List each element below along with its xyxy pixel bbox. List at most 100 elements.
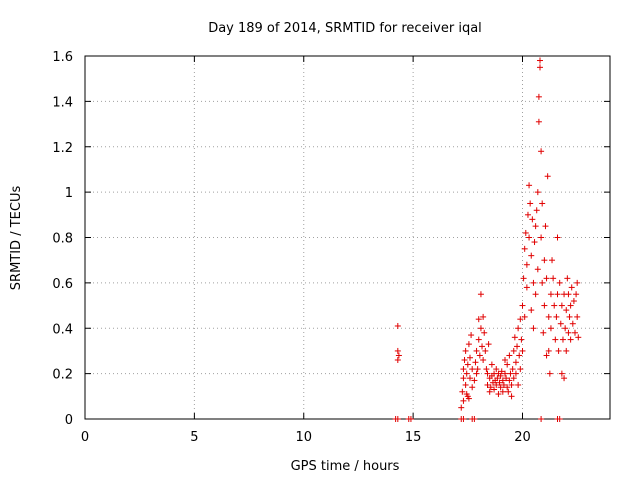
data-point (497, 372, 504, 379)
data-point (572, 329, 578, 336)
data-point (570, 298, 577, 305)
data-point (460, 375, 467, 382)
data-point (520, 275, 527, 282)
data-point (395, 352, 402, 359)
data-point (473, 347, 480, 354)
data-point (543, 275, 550, 282)
data-point (499, 388, 506, 395)
data-point (519, 347, 526, 354)
data-point (526, 182, 533, 189)
data-point (559, 336, 566, 343)
data-point (556, 279, 563, 286)
data-point (485, 341, 492, 348)
data-point (526, 234, 533, 241)
data-point (462, 347, 469, 354)
data-point (515, 381, 522, 388)
data-point (530, 325, 537, 332)
data-point (480, 313, 487, 320)
data-point (537, 64, 543, 71)
data-point (477, 291, 484, 298)
data-point (541, 257, 548, 264)
data-point (519, 302, 526, 309)
data-point (561, 375, 568, 382)
data-point (507, 370, 514, 377)
data-point (517, 366, 524, 373)
y-tick-label: 0 (65, 413, 73, 428)
x-tick-label: 0 (81, 430, 89, 445)
data-point (574, 313, 581, 320)
y-tick-label: 0.8 (52, 232, 73, 247)
data-point (461, 357, 468, 364)
data-point (535, 118, 542, 125)
data-point (502, 370, 508, 377)
data-point (467, 354, 473, 361)
data-point (545, 313, 552, 320)
data-point (491, 386, 498, 393)
data-point (493, 366, 500, 373)
data-point (569, 320, 576, 327)
data-point (562, 325, 569, 332)
data-point (516, 352, 523, 359)
data-point (524, 211, 531, 218)
data-point (474, 366, 481, 373)
data-point (521, 313, 528, 320)
data-point (566, 313, 573, 320)
x-tick-label: 15 (405, 430, 422, 445)
data-point (471, 377, 478, 384)
data-point (527, 200, 534, 207)
data-point (483, 366, 490, 373)
data-point (468, 332, 475, 339)
data-point (506, 377, 513, 384)
data-point (530, 279, 537, 286)
data-point (497, 384, 504, 391)
data-point (554, 234, 561, 241)
data-point (554, 291, 561, 298)
data-point (534, 266, 541, 273)
data-point (532, 223, 539, 230)
data-point (538, 234, 545, 241)
data-point (505, 388, 512, 395)
data-point (508, 393, 515, 400)
data-point (564, 275, 571, 282)
data-point (407, 416, 414, 422)
data-point (476, 352, 483, 359)
data-point (532, 291, 539, 298)
data-point (394, 347, 401, 354)
y-tick-label: 1.6 (52, 50, 73, 65)
grid-lines (85, 56, 610, 419)
data-point (510, 375, 517, 382)
data-point (509, 366, 516, 373)
y-tick-label: 1.4 (52, 95, 73, 110)
data-point (565, 291, 572, 298)
data-point (394, 416, 401, 422)
data-point (394, 357, 401, 364)
data-point (550, 275, 557, 282)
data-point (573, 291, 580, 298)
axis-ticks (84, 55, 610, 420)
data-point (465, 341, 472, 348)
data-point (487, 384, 494, 391)
data-point (553, 313, 560, 320)
data-point (488, 361, 495, 368)
data-point (558, 370, 565, 377)
data-point (542, 223, 549, 230)
data-point (538, 416, 545, 422)
y-tick-label: 0.4 (52, 322, 73, 337)
data-point (500, 381, 507, 388)
data-point (523, 261, 530, 268)
data-point (496, 379, 503, 386)
data-point (531, 239, 538, 246)
data-point (479, 343, 486, 350)
data-point (511, 334, 518, 341)
y-tick-label: 1 (65, 186, 73, 201)
data-point (558, 302, 565, 309)
data-point (563, 347, 570, 354)
data-point (514, 343, 521, 350)
data-point (563, 307, 570, 314)
data-point (503, 375, 510, 382)
data-point (462, 381, 469, 388)
data-point (551, 302, 558, 309)
axis-tick-labels: 0 5 10 15 20 0 0.2 0.4 0.6 0.8 1 1.2 1.4 1.6 (52, 50, 530, 445)
data-point (477, 325, 484, 332)
